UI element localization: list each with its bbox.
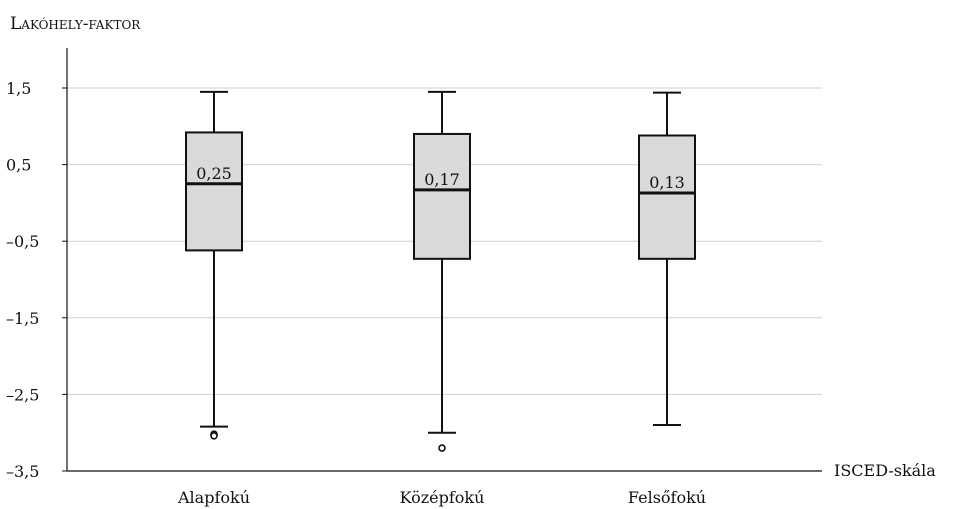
box-iqr	[413, 132, 471, 260]
y-tick-labels: 1,5 0,5 –0,5 –1,5 –2,5 –3,5	[6, 79, 39, 481]
y-tick-label: –3,5	[6, 462, 39, 481]
category-label: Felsőfokú	[628, 488, 706, 507]
box-series: 0,25 0,17 0,13	[185, 90, 696, 452]
y-tick-label: 1,5	[6, 79, 31, 98]
box-2: 0,17	[413, 90, 471, 452]
y-tick-label: –0,5	[6, 232, 39, 251]
outlier-point	[210, 431, 218, 440]
category-labels: Alapfokú Középfokú Felsőfokú	[177, 488, 706, 507]
median-label: 0,25	[196, 164, 232, 183]
y-tick-label: 0,5	[6, 156, 31, 175]
box-1: 0,25	[185, 90, 243, 440]
x-axis-title: ISCED-skála	[834, 461, 936, 480]
y-tick-label: –2,5	[6, 385, 39, 404]
category-label: Alapfokú	[177, 488, 250, 507]
y-axis-title: Lakóhely-faktor	[10, 14, 141, 34]
y-tick-label: –1,5	[6, 309, 39, 328]
box-iqr	[638, 134, 696, 260]
box-iqr	[185, 131, 243, 252]
median-label: 0,13	[649, 173, 685, 192]
box-3: 0,13	[638, 91, 696, 427]
median-label: 0,17	[424, 170, 460, 189]
outlier-point	[438, 444, 446, 452]
category-label: Középfokú	[400, 488, 485, 507]
